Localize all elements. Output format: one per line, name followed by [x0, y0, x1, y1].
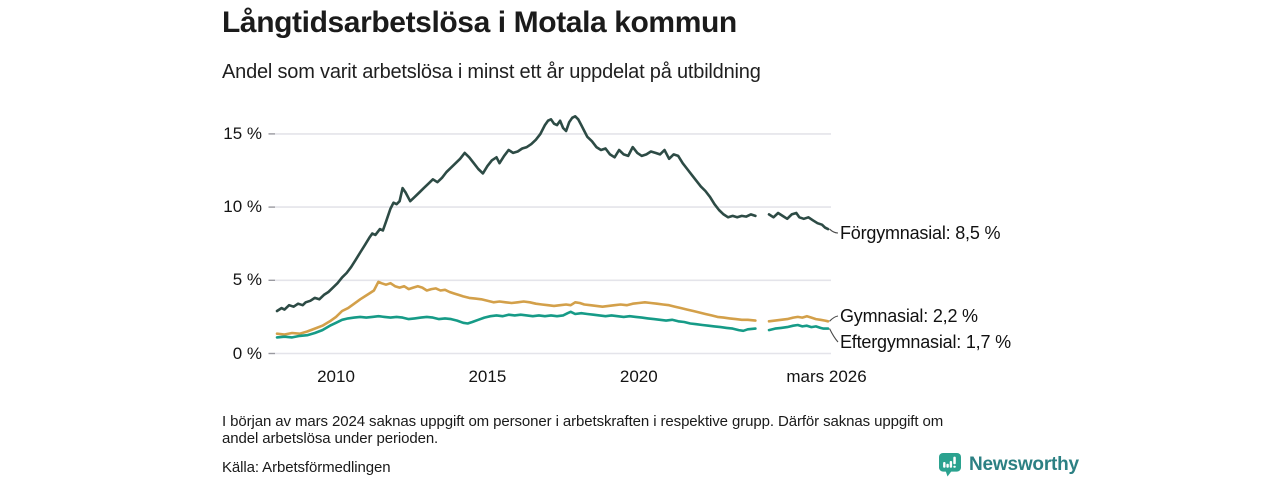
source-label: Källa: Arbetsförmedlingen: [222, 459, 391, 476]
series-line-frgymnasial: [275, 115, 757, 313]
footnote-line: andel arbetslösa under perioden.: [222, 430, 439, 447]
x-tick-label: 2010: [317, 367, 355, 386]
newsworthy-wordmark: Newsworthy: [969, 453, 1079, 475]
newsworthy-branding: Newsworthy: [938, 452, 1079, 477]
chart-subtitle: Andel som varit arbetslösa i minst ett å…: [222, 61, 761, 83]
label-connector: [829, 328, 839, 343]
series-line-eftergymnasial: [275, 310, 757, 339]
chart-footnote: I början av mars 2024 saknas uppgift om …: [222, 413, 943, 447]
label-connector: [829, 315, 839, 322]
series-line-eftergymnasial: [767, 323, 830, 332]
newsworthy-bar-chart-bubble-icon: [939, 453, 961, 477]
x-tick-label: 2020: [619, 367, 658, 386]
series-end-label-frgymnasial: Förgymnasial: 8,5 %: [840, 223, 1001, 243]
x-tick-label: 2015: [468, 367, 507, 386]
y-tick-label: 5 %: [232, 270, 262, 290]
footnote-line: I början av mars 2024 saknas uppgift om …: [222, 413, 944, 430]
y-tick-label: 10 %: [223, 197, 262, 217]
x-tick-label: mars 2026: [786, 367, 867, 386]
series-line-gymnasial: [767, 314, 830, 323]
label-connector: [829, 228, 839, 234]
y-tick-label: 0 %: [232, 343, 262, 363]
page-title: Långtidsarbetslösa i Motala kommun: [222, 6, 737, 39]
series-line-frgymnasial: [767, 211, 830, 231]
series-end-label-gymnasial: Gymnasial: 2,2 %: [840, 306, 978, 326]
y-tick-label: 15 %: [223, 123, 262, 143]
series-line-gymnasial: [275, 280, 757, 336]
series-end-label-eftergymnasial: Eftergymnasial: 1,7 %: [840, 332, 1011, 352]
